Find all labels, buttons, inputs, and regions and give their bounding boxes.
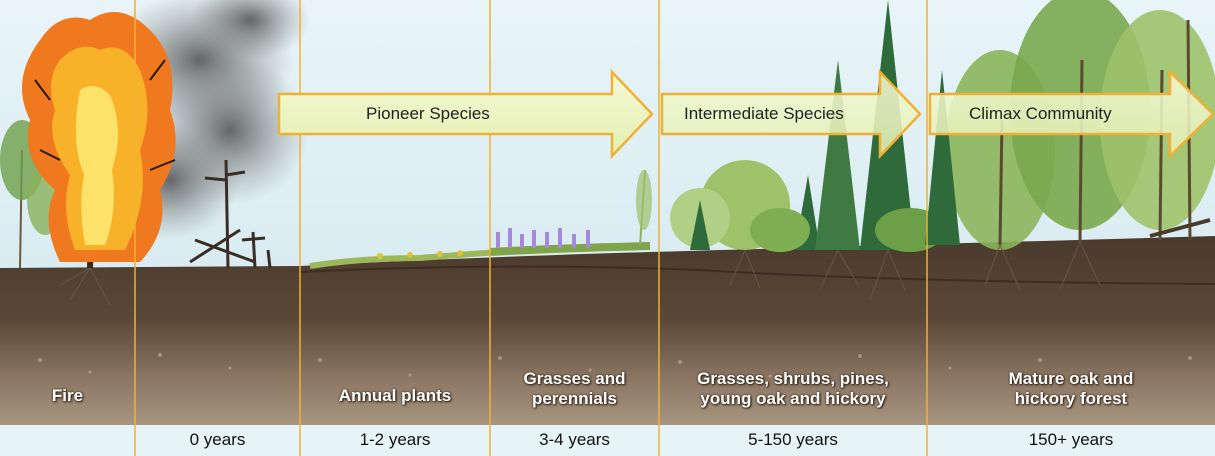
stage-label-climax-line2: hickory forest (1014, 389, 1128, 408)
stage-label-perennials: Grasses and perennials (490, 369, 659, 409)
stage-label-intermediate-line2: young oak and hickory (700, 389, 886, 408)
soil (0, 236, 1215, 425)
annual-plants (309, 249, 501, 269)
years-band (0, 425, 1215, 456)
arrow-intermediate (660, 68, 922, 160)
stage-dividers (134, 0, 928, 456)
charred-stumps (189, 159, 272, 269)
years-label-4: 150+ years (1028, 430, 1114, 449)
stage-label-perennials-line2: perennials (531, 389, 618, 408)
stage-label-perennials-line1: Grasses and (523, 369, 626, 388)
stage-label-fire: Fire (0, 386, 135, 406)
arrow-label-intermediate: Intermediate Species (684, 104, 844, 123)
soil-stratum-line (299, 265, 1215, 285)
stage-label-fire-line: Fire (51, 386, 84, 405)
stage-label-intermediate: Grasses, shrubs, pines, young oak and hi… (659, 369, 927, 409)
roots (59, 241, 1101, 306)
arrow-label-pioneer: Pioneer Species (366, 104, 490, 123)
arrow-label-climax: Climax Community (969, 104, 1112, 123)
years-label-1: 1-2 years (359, 430, 431, 449)
burning-tree (22, 12, 176, 269)
years-label-2: 3-4 years (539, 430, 610, 449)
years-label-0: 0 years (189, 430, 246, 449)
stage-label-annual: Annual plants (300, 386, 490, 406)
soil-speckles (38, 353, 1192, 378)
years-label-3: 5-150 years (748, 430, 838, 449)
arrow-climax (928, 69, 1215, 159)
stage-label-climax-line1: Mature oak and (1008, 369, 1134, 388)
arrow-pioneer (277, 68, 654, 160)
stage-label-climax: Mature oak and hickory forest (927, 369, 1215, 409)
perennials (489, 169, 652, 256)
stage-label-intermediate-line1: Grasses, shrubs, pines, (697, 369, 889, 388)
stage-label-annual-line: Annual plants (338, 386, 452, 405)
